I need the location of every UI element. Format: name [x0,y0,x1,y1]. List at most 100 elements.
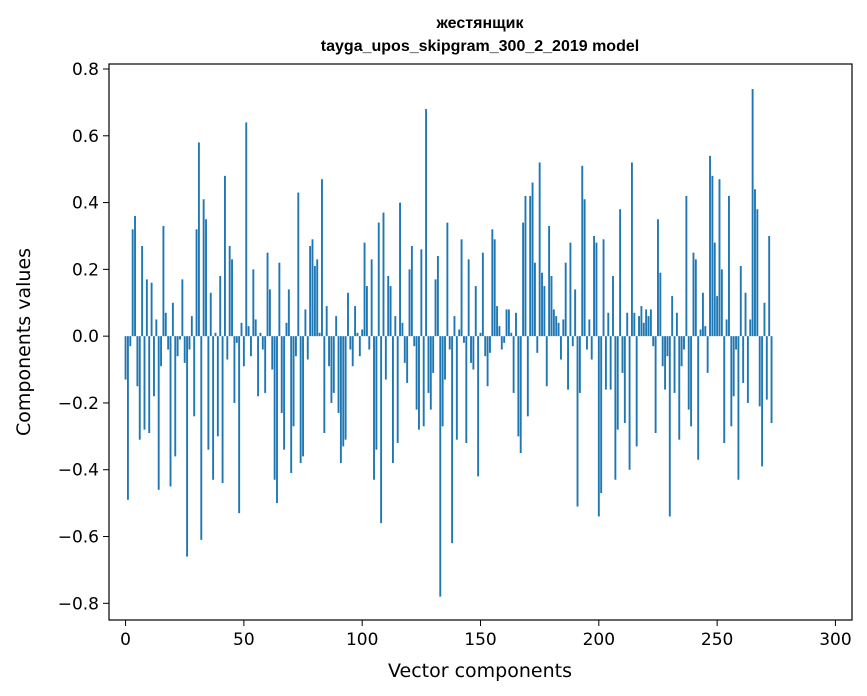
bar [292,336,295,427]
bar [432,336,435,373]
bar [496,306,499,337]
bar [543,286,546,337]
bar [609,336,612,390]
bar [410,245,413,337]
bar [453,316,456,337]
bar [709,155,711,337]
bar [569,242,572,337]
bar [349,336,352,350]
bar [209,292,212,337]
bar [328,336,330,367]
bar [214,332,217,337]
bar [477,336,480,477]
bar [387,276,390,337]
bar [633,312,636,337]
bar-series [124,89,773,597]
bar [761,336,764,467]
bar [701,292,704,337]
y-axis-label: Components values [13,248,35,436]
bar [583,199,586,337]
bar [462,336,465,343]
x-tick-label: 50 [233,630,255,650]
bar [259,332,262,337]
bar [257,336,260,397]
x-tick-label: 250 [701,630,733,650]
bar [739,266,742,337]
bar [746,336,749,403]
x-tick-label: 300 [819,630,851,650]
bar [377,222,380,337]
bar [491,229,494,337]
x-tick-label: 0 [120,630,131,650]
bar [505,309,508,337]
bar [720,269,723,337]
bar [616,336,619,430]
bar [472,336,475,370]
bar [138,336,141,440]
chart-subtitle: tayga_upos_skipgram_300_2_2019 model [321,38,639,55]
bar [602,239,605,337]
bar [126,336,129,500]
bar [429,336,432,410]
bar [231,259,233,337]
bar [458,329,461,337]
bar [224,175,226,337]
bar [401,322,404,337]
bar [517,336,520,437]
bar [628,336,631,470]
bar [728,195,730,337]
bar [732,336,735,397]
bar [250,336,252,357]
bar [455,336,458,440]
bar [593,235,596,337]
bar [590,336,593,360]
bar [276,336,278,504]
bar [294,336,297,357]
bar [330,336,333,403]
bar [399,202,401,337]
bar [186,336,189,557]
bar [515,312,517,337]
bar [754,189,756,337]
bar [183,336,186,363]
bar [169,336,172,487]
bar [242,336,245,367]
bar [278,262,281,337]
bar [380,336,383,524]
bar [418,336,420,430]
bar [659,272,662,337]
bar [581,165,584,337]
bar [621,336,624,373]
bar [384,336,387,380]
bar [361,329,364,337]
bar [626,312,629,337]
bar [758,336,761,407]
bar [439,336,442,597]
bar [351,336,354,367]
bar [763,302,766,337]
bar [221,336,224,484]
bar [342,336,345,447]
y-axis: −0.8 −0.6 −0.4 −0.2 0.0 0.2 0.4 0.6 0.8 [58,60,109,614]
bar [356,332,359,337]
bar [268,289,271,337]
bar [467,259,470,337]
bar [685,195,688,337]
bar [316,259,319,337]
bar [529,195,532,337]
bar [245,122,248,337]
x-axis: 0 50 100 150 200 250 300 [120,620,852,650]
bar [318,332,321,337]
x-tick-label: 150 [464,630,496,650]
bar [735,336,737,350]
bar [512,336,515,393]
bar [647,316,650,337]
bar [427,336,430,393]
bar [749,319,752,337]
bar [313,266,316,337]
bar [560,336,562,360]
bar [408,269,411,337]
bar [157,336,160,490]
y-tick-label: 0.8 [72,60,99,80]
bar [666,336,669,357]
